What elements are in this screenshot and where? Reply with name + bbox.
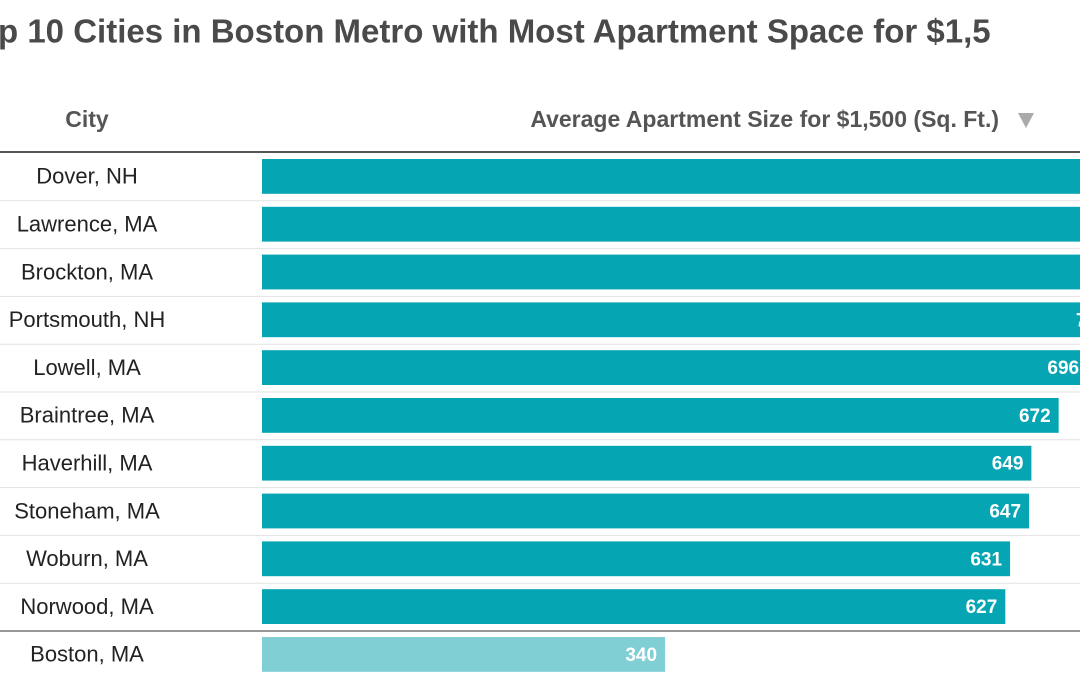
city-label: Boston, MA [30, 642, 144, 667]
value-label: 672 [1019, 406, 1051, 427]
city-label: Braintree, MA [20, 403, 155, 428]
column-header[interactable]: Average Apartment Size for $1,500 (Sq. F… [530, 106, 999, 132]
city-label: Woburn, MA [26, 546, 148, 571]
value-label: 340 [625, 645, 657, 666]
bar [262, 254, 1080, 290]
city-label: Dover, NH [36, 164, 137, 189]
bar [262, 350, 1080, 385]
bar [262, 589, 1006, 624]
value-label: 627 [966, 597, 998, 618]
city-label: Brockton, MA [21, 259, 153, 284]
bar [262, 302, 1080, 338]
value-label: 647 [989, 502, 1021, 523]
sort-icon[interactable] [1018, 113, 1034, 128]
bar [262, 493, 1030, 529]
bar [262, 637, 666, 672]
city-label: Haverhill, MA [22, 451, 153, 476]
value-label: 696 [1047, 358, 1079, 379]
value-label: 631 [970, 549, 1002, 570]
city-label: Lowell, MA [33, 355, 141, 380]
value-label: 649 [992, 454, 1024, 475]
city-label: Portsmouth, NH [9, 307, 166, 332]
value-label: 720 [1076, 310, 1080, 331]
city-label: Norwood, MA [20, 594, 154, 619]
bar [262, 159, 1080, 194]
city-label: Stoneham, MA [14, 498, 160, 523]
bar [262, 206, 1080, 242]
bar [262, 398, 1059, 433]
bar [262, 445, 1032, 481]
chart-title: p 10 Cities in Boston Metro with Most Ap… [0, 13, 991, 50]
bar [262, 541, 1011, 577]
city-label: Lawrence, MA [17, 212, 158, 237]
column-header: City [65, 106, 109, 132]
